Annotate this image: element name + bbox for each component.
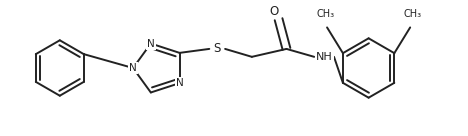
Text: N: N [129,63,137,73]
Text: O: O [269,5,278,18]
Text: NH: NH [316,52,332,62]
Text: CH₃: CH₃ [316,9,334,18]
Text: S: S [213,42,221,55]
Text: N: N [176,78,183,88]
Text: N: N [147,38,155,49]
Text: CH₃: CH₃ [403,9,421,18]
